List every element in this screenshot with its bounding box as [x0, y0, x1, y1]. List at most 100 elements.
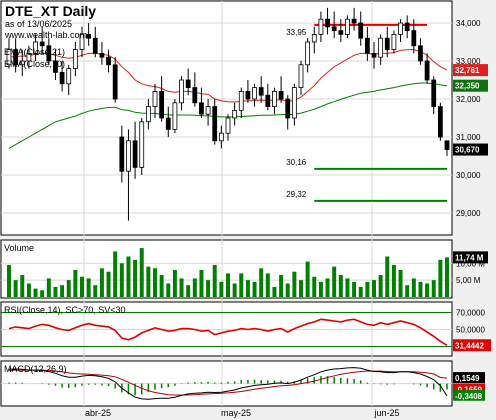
candle — [325, 18, 330, 28]
candle — [99, 53, 105, 58]
candle — [46, 45, 52, 62]
volume-bar — [86, 278, 91, 297]
volume-bar — [53, 286, 58, 297]
candle — [245, 91, 251, 100]
volume-bar — [20, 275, 25, 297]
candle — [126, 140, 131, 172]
candle — [272, 91, 277, 108]
candle — [398, 22, 403, 35]
candle — [159, 91, 165, 119]
volume-bar — [312, 276, 317, 297]
candle — [139, 121, 145, 168]
candle — [338, 30, 344, 35]
volume-bar — [186, 285, 191, 297]
rsi-tick-label: 50,0000 — [456, 326, 485, 335]
volume-tick-label: 10,00 M — [456, 259, 485, 268]
candle — [404, 22, 410, 31]
volume-bar — [13, 280, 18, 297]
candle — [311, 34, 317, 43]
candle — [6, 49, 12, 66]
candle — [165, 117, 171, 130]
price-badge — [453, 64, 488, 77]
candle — [112, 64, 118, 100]
candle — [364, 37, 370, 54]
volume-bar — [445, 257, 449, 297]
ema21-label: EMA(Close,21) — [4, 47, 65, 57]
volume-bar — [292, 271, 297, 297]
candle — [331, 26, 337, 31]
candle — [212, 106, 218, 142]
grid-lines — [1, 1, 452, 406]
volume-bar — [425, 283, 430, 297]
volume-bar — [113, 251, 118, 297]
volume-bar — [159, 275, 164, 297]
candle — [72, 49, 78, 69]
macd-badge — [453, 372, 485, 384]
volume-tick-label: 5,00 M — [456, 276, 481, 285]
volume-bar — [358, 286, 363, 297]
price-badge — [453, 143, 488, 156]
candle — [145, 106, 151, 123]
volume-bar — [245, 280, 250, 297]
price-badge — [453, 79, 488, 92]
rsi-badge — [453, 339, 491, 352]
price-chart: 33,95 30,16 29,32 — [6, 7, 450, 221]
volume-bar — [352, 281, 357, 297]
candle — [351, 18, 357, 24]
volume-badge — [453, 251, 488, 264]
candle — [291, 87, 297, 119]
volume-bar — [7, 264, 11, 297]
rsi-line — [8, 318, 448, 346]
candle — [59, 72, 65, 85]
macd-badge-label: -0,3408 — [455, 392, 483, 401]
candle — [424, 60, 430, 81]
volume-bar — [252, 281, 257, 297]
volume-bar — [305, 261, 310, 297]
candle — [225, 117, 231, 134]
candle — [13, 49, 19, 66]
candle — [185, 79, 191, 88]
volume-bar — [192, 278, 197, 297]
volume-bar — [139, 248, 144, 297]
volume-bar — [26, 283, 31, 297]
volume-bar — [172, 270, 177, 297]
candle — [238, 91, 244, 111]
price-badge-label: 32,761 — [455, 66, 480, 75]
x-label-abr: abr-25 — [85, 408, 111, 418]
volume-bar — [332, 266, 337, 297]
volume-bar — [438, 259, 443, 297]
volume-bar — [179, 278, 184, 297]
volume-bar — [431, 280, 436, 297]
volume-bar — [80, 276, 84, 297]
volume-bar — [219, 281, 224, 297]
volume-bar — [385, 256, 390, 297]
volume-bar — [199, 270, 204, 297]
candle — [218, 132, 224, 142]
candle — [431, 79, 437, 108]
candle — [53, 60, 58, 73]
price-tick-label: 30,000 — [456, 171, 481, 180]
price-badge-label: 30,670 — [455, 146, 480, 155]
volume-bar — [391, 264, 396, 297]
candle — [305, 41, 311, 66]
volume-bar — [166, 283, 171, 297]
volume-bar — [325, 278, 330, 297]
price-badge-label: 32,350 — [455, 82, 480, 91]
volume-bar — [226, 273, 230, 297]
candle — [278, 91, 284, 100]
rsi-chart — [8, 318, 448, 346]
volume-bar — [259, 268, 264, 297]
level-label: 30,16 — [286, 158, 307, 167]
macd-line — [8, 367, 448, 400]
rsi-badge-label: 31,4442 — [455, 341, 484, 350]
candle — [345, 18, 350, 35]
volume-bar — [119, 263, 124, 297]
candle — [358, 22, 364, 39]
candle — [106, 56, 111, 66]
volume-bar — [126, 256, 131, 297]
volume-bar — [405, 285, 410, 297]
candle — [232, 110, 238, 119]
volume-bar — [372, 280, 376, 297]
candle — [378, 37, 384, 58]
candle — [371, 53, 377, 58]
